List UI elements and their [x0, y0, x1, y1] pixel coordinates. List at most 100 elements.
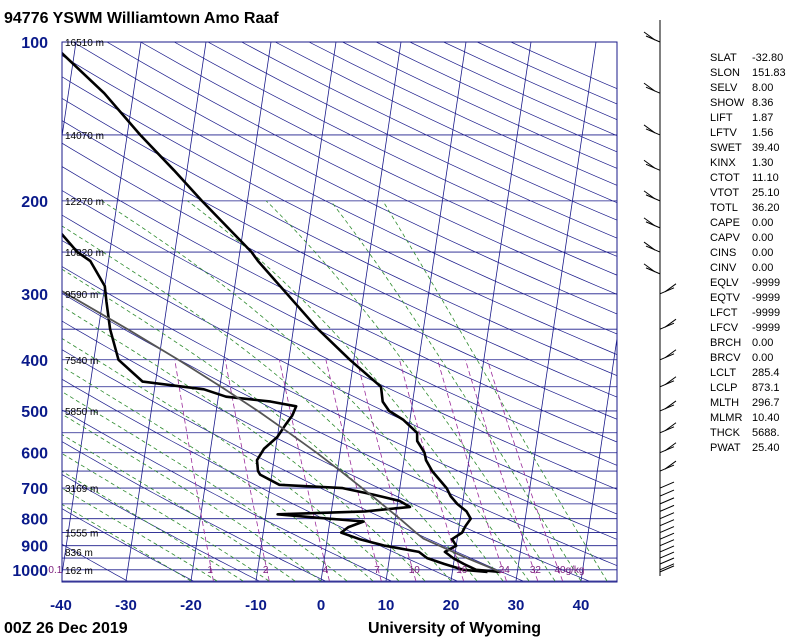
index-name: LFCV [710, 322, 739, 334]
mixing-ratio-line [437, 359, 507, 582]
isotherm-line [190, 42, 272, 582]
temperature-tick-label: -30 [115, 597, 137, 614]
index-name: MLTH [710, 397, 739, 409]
index-name: EQLV [710, 277, 739, 289]
temperature-tick-label: 40 [573, 597, 590, 614]
index-value: 25.10 [752, 187, 780, 199]
temperature-axis-labels: -40 -30 -20 -10 0 10 20 30 40 [50, 597, 589, 614]
dry-adiabat [62, 97, 617, 377]
wind-barb-flag [659, 519, 675, 527]
wind-barb-flag [643, 217, 656, 227]
wind-barb-flag [659, 489, 675, 497]
dry-adiabat [62, 55, 617, 335]
dewpoint-curve [62, 232, 488, 574]
moist-adiabat [62, 453, 270, 582]
height-label: 162 m [65, 566, 93, 577]
temperature-tick-label: 10 [378, 597, 395, 614]
dry-adiabat [62, 240, 617, 515]
index-name: SELV [710, 82, 738, 94]
wind-barb-flag [659, 565, 675, 573]
moist-adiabat [62, 413, 322, 582]
dry-adiabat [62, 142, 617, 420]
temperature-tick-label: -40 [50, 597, 72, 614]
dry-adiabat [62, 166, 617, 443]
moist-adiabat [62, 338, 400, 582]
index-value: 296.7 [752, 397, 780, 409]
index-name: LFCT [710, 307, 738, 319]
index-value: 8.36 [752, 97, 773, 109]
isotherm-line [515, 42, 597, 582]
wind-barb-flag [664, 283, 677, 293]
wind-barb-flag [659, 557, 675, 565]
isobars [62, 41, 617, 582]
index-name: SWET [710, 142, 742, 154]
moist-adiabat [62, 268, 452, 582]
index-value: 0.00 [752, 247, 773, 259]
temperature-tick-label: -20 [180, 597, 202, 614]
mixing-ratio-line [487, 359, 563, 582]
height-label: 16510 m [65, 38, 104, 49]
dry-adiabat [106, 42, 617, 295]
index-name: TOTL [710, 202, 738, 214]
wind-barb-flag [659, 551, 675, 559]
dry-adiabat [62, 190, 617, 466]
height-label: 5850 m [65, 407, 98, 418]
isotherm-line [0, 42, 11, 581]
index-name: CTOT [710, 172, 740, 184]
dry-adiabat [62, 76, 617, 355]
plot-frame [61, 41, 618, 583]
dry-adiabat [62, 214, 617, 490]
index-value: 10.40 [752, 412, 780, 424]
moist-adiabat [265, 200, 556, 582]
wind-barb-flag [659, 563, 675, 571]
index-value: 151.83 [752, 67, 786, 79]
index-name: MLMR [710, 412, 742, 424]
pressure-tick-label: 100 [21, 35, 48, 52]
index-value: 36.20 [752, 202, 780, 214]
dry-adiabat [62, 409, 392, 582]
isotherm-line [385, 42, 467, 582]
footer-source: University of Wyoming [368, 620, 541, 637]
pressure-tick-label: 1000 [12, 563, 48, 580]
height-label: 12270 m [65, 197, 104, 208]
index-name: KINX [710, 157, 736, 169]
wind-barb-flag [664, 318, 677, 328]
mixing-ratio-label: 2 [263, 565, 269, 576]
index-value: 8.00 [752, 82, 773, 94]
footer-datetime: 00Z 26 Dec 2019 [4, 620, 128, 637]
wind-barb-flag [664, 442, 677, 452]
isotherm-line [125, 42, 207, 582]
dry-adiabat [62, 474, 260, 582]
index-value: -9999 [752, 277, 780, 289]
index-value: 11.10 [752, 172, 779, 184]
moist-adiabat [62, 366, 374, 582]
dry-adiabat [140, 42, 617, 276]
wind-barb-flag [659, 481, 675, 489]
moist-adiabat [62, 503, 192, 582]
mixing-ratio-label: 32 [530, 565, 542, 576]
wind-barb-flag [659, 497, 675, 505]
index-value: -9999 [752, 322, 780, 334]
index-name: CAPE [710, 217, 740, 229]
moist-adiabat [62, 434, 296, 582]
index-name: SHOW [710, 97, 745, 109]
isotherm-line [450, 42, 532, 582]
pressure-tick-label: 200 [21, 194, 48, 211]
index-value: -9999 [752, 307, 780, 319]
mixing-ratio-label: 7 [374, 565, 380, 576]
wind-barb-flag [659, 512, 675, 520]
wind-barb-flag [664, 460, 677, 470]
plot-area [0, 42, 617, 582]
index-value: -9999 [752, 292, 780, 304]
chart-title: 94776 YSWM Williamtown Amo Raaf [4, 10, 279, 27]
moist-adiabat [101, 200, 504, 582]
isotherm-line [255, 42, 337, 582]
index-name: LIFT [710, 112, 733, 124]
index-name: CINV [710, 262, 737, 274]
mixing-ratio-label: 0.1 [48, 565, 62, 576]
temperature-tick-label: 0 [317, 597, 325, 614]
index-name: LFTV [710, 127, 738, 139]
dry-adiabat [443, 42, 617, 121]
